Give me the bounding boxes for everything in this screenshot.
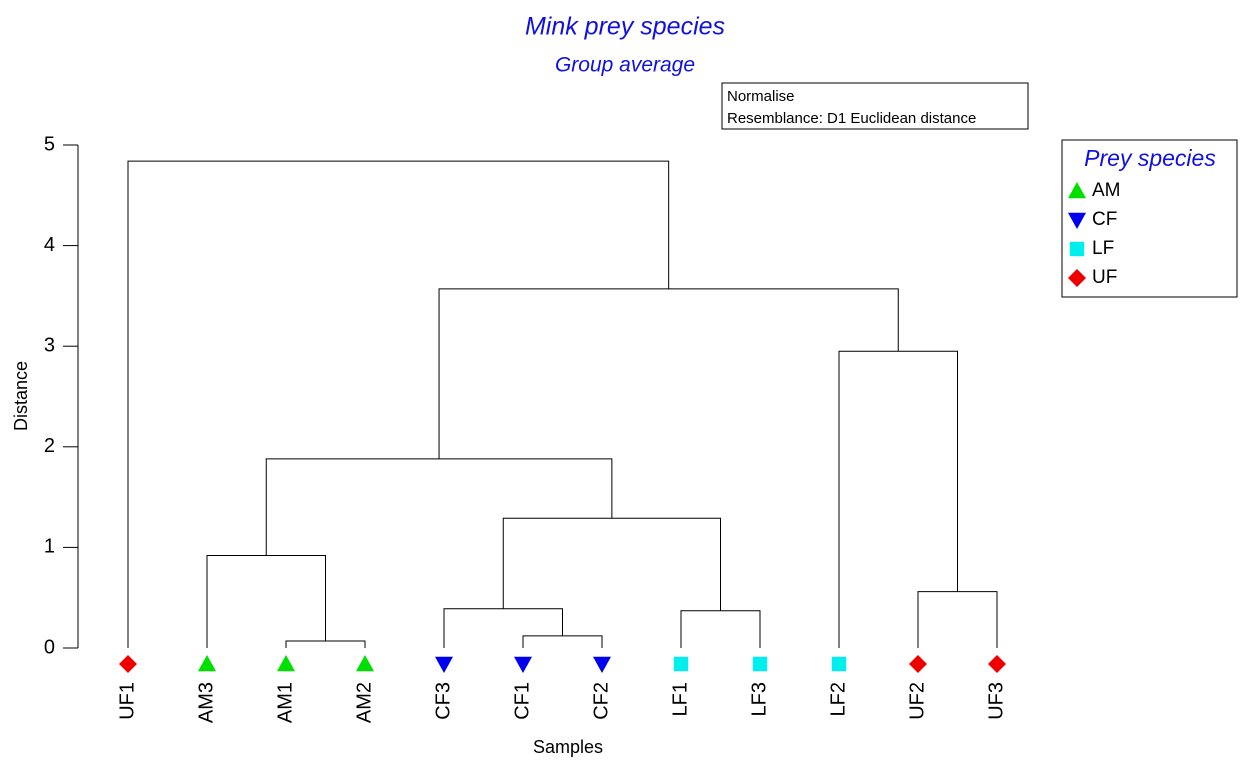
leaf-marker	[673, 656, 689, 672]
leaf-marker	[909, 655, 927, 673]
annotation-box	[721, 82, 1029, 130]
leaf-label: CF3	[432, 682, 454, 720]
legend-marker	[1068, 269, 1086, 287]
leaf-label: CF1	[511, 682, 533, 720]
leaf-label: UF1	[116, 682, 138, 720]
leaf-marker	[277, 655, 295, 672]
leaf-label: UF3	[985, 682, 1007, 720]
merge-link	[438, 288, 899, 459]
leaf-marker	[119, 655, 137, 673]
merge-link	[206, 554, 326, 648]
merge-link	[522, 635, 603, 648]
chart-title: Mink prey species	[525, 13, 725, 41]
leaf-label: CF2	[590, 682, 612, 720]
y-tick-label: 5	[44, 133, 55, 155]
leaf-label: UF2	[906, 682, 928, 720]
leaf-marker	[356, 655, 374, 672]
leaf-marker	[514, 656, 532, 673]
legend-label: LF	[1092, 238, 1114, 259]
annotation: Normalise	[727, 88, 795, 105]
legend-title: Prey species	[1084, 145, 1216, 171]
legend-box	[1061, 139, 1238, 298]
leaf-marker	[752, 656, 768, 672]
legend-label: CF	[1092, 209, 1117, 230]
leaf-label: AM3	[195, 682, 217, 723]
legend-marker	[1068, 182, 1086, 199]
y-tick-label: 3	[44, 334, 55, 356]
leaf-marker	[198, 655, 216, 672]
merge-link	[680, 610, 761, 648]
merge-link	[443, 608, 563, 648]
merge-link	[127, 160, 670, 648]
y-tick-label: 0	[44, 636, 55, 658]
leaf-label: LF1	[669, 682, 691, 716]
leaf-marker	[435, 656, 453, 673]
leaf-label: LF3	[748, 682, 770, 716]
y-tick-label: 2	[44, 435, 55, 457]
leaf-label: AM2	[353, 682, 375, 723]
leaf-marker	[988, 655, 1006, 673]
merge-link	[502, 517, 721, 611]
legend-label: UF	[1092, 267, 1117, 288]
x-axis-label: Samples	[533, 737, 603, 757]
merge-link	[917, 591, 998, 648]
leaf-marker	[831, 656, 847, 672]
y-tick-label: 4	[44, 234, 55, 256]
leaf-marker	[593, 656, 611, 673]
legend-marker	[1069, 241, 1085, 257]
chart-subtitle: Group average	[555, 54, 695, 77]
y-axis-label: Distance	[11, 361, 31, 431]
merge-link	[285, 640, 366, 648]
merge-link	[838, 350, 958, 648]
merge-link	[265, 458, 613, 556]
legend-label: AM	[1092, 180, 1121, 201]
y-tick-label: 1	[44, 536, 55, 558]
legend-marker	[1068, 212, 1086, 229]
leaf-label: AM1	[274, 682, 296, 723]
leaf-label: LF2	[827, 682, 849, 716]
annotation: Resemblance: D1 Euclidean distance	[727, 110, 976, 127]
